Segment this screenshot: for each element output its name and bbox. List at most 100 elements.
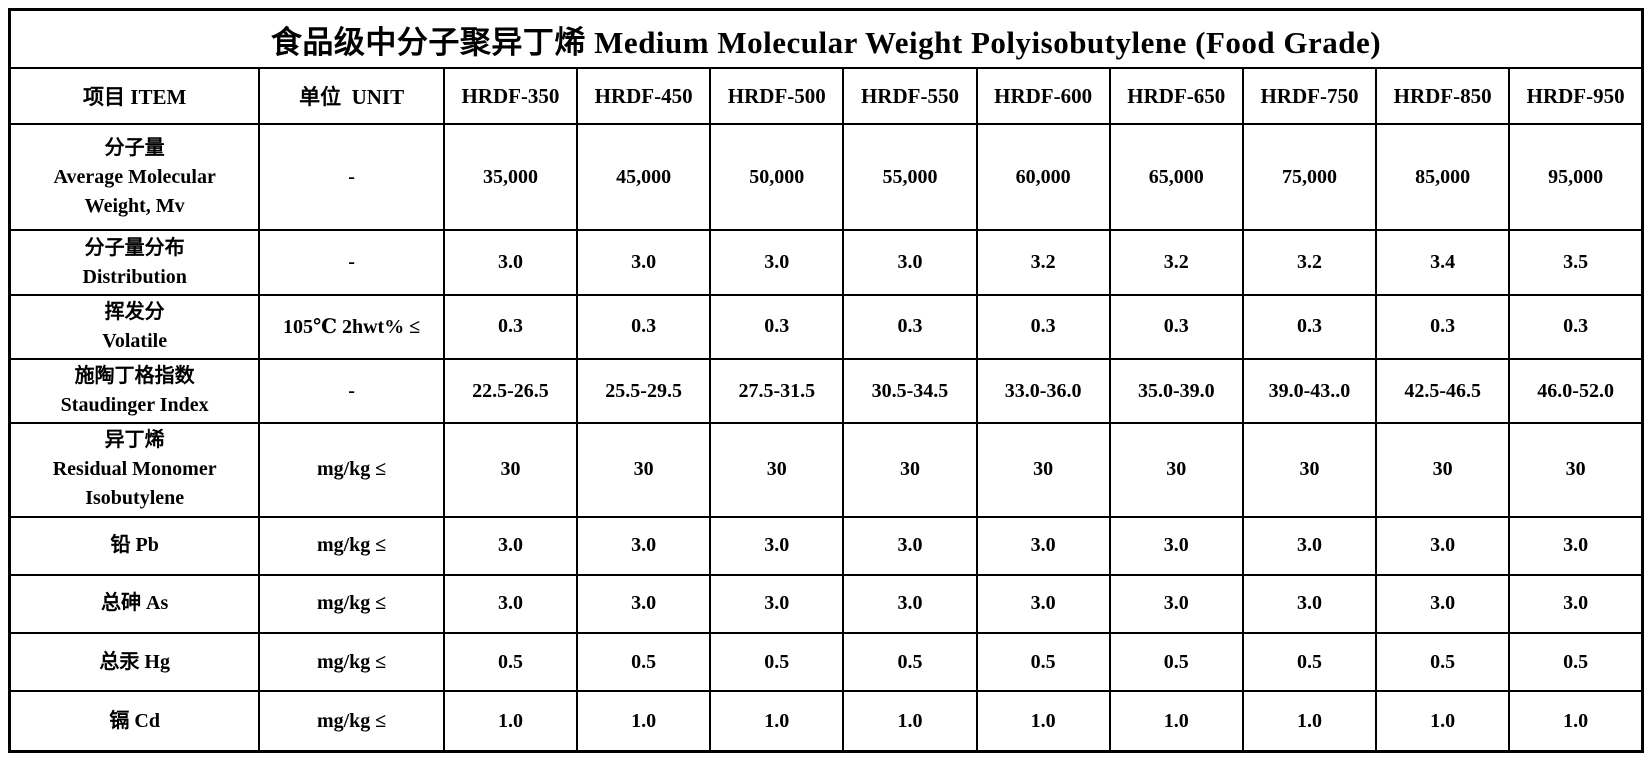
value-cell: 3.0 bbox=[576, 515, 712, 576]
value-cell: 30 bbox=[1375, 422, 1511, 518]
value-cell: 0.5 bbox=[842, 631, 978, 693]
value-cell: 0.5 bbox=[1241, 631, 1378, 693]
item-line: Volatile bbox=[102, 329, 168, 352]
value-cell: 3.0 bbox=[1241, 515, 1378, 576]
value-cell: 3.0 bbox=[842, 573, 978, 634]
value-cell: 3.0 bbox=[1108, 515, 1244, 576]
value-cell: 0.5 bbox=[1508, 631, 1644, 693]
value-cell: 0.3 bbox=[576, 293, 712, 360]
header-grade-cell: HRDF-500 bbox=[709, 67, 845, 125]
value-cell: 3.0 bbox=[1508, 515, 1644, 576]
item-cell: 施陶丁格指数 Staudinger Index bbox=[8, 357, 261, 425]
unit-cell: - bbox=[258, 357, 445, 425]
value-cell: 3.2 bbox=[1108, 229, 1244, 296]
title-row: 食品级中分子聚异丁烯 Medium Molecular Weight Polyi… bbox=[8, 8, 1644, 69]
item-line: 铅 Pb bbox=[110, 534, 159, 557]
unit-cell: mg/kg ≤ bbox=[258, 422, 445, 518]
value-cell: 33.0-36.0 bbox=[975, 357, 1111, 425]
value-cell: 3.0 bbox=[1508, 573, 1644, 634]
header-grade-cell: HRDF-350 bbox=[442, 67, 579, 125]
value-cell: 0.5 bbox=[442, 631, 579, 693]
value-cell: 60,000 bbox=[975, 122, 1111, 232]
item-cell: 铅 Pb bbox=[8, 515, 261, 576]
item-line: Distribution bbox=[82, 265, 187, 288]
value-cell: 3.0 bbox=[442, 573, 579, 634]
table-row: 异丁烯 Residual Monomer Isobutylene mg/kg ≤30 3… bbox=[8, 422, 1644, 518]
value-cell: 85,000 bbox=[1375, 122, 1511, 232]
item-line: 挥发分 bbox=[104, 300, 165, 323]
item-line: Staudinger Index bbox=[60, 394, 209, 417]
value-cell: 0.3 bbox=[709, 293, 845, 360]
item-cell: 分子量 Average Molecular Weight, Mv bbox=[8, 122, 261, 232]
value-cell: 0.3 bbox=[975, 293, 1111, 360]
item-cell: 总砷 As bbox=[8, 573, 261, 634]
item-line: 施陶丁格指数 bbox=[74, 365, 195, 388]
header-grade-cell: HRDF-550 bbox=[842, 67, 978, 125]
value-cell: 3.0 bbox=[1375, 515, 1511, 576]
item-line: Isobutylene bbox=[85, 487, 185, 510]
table-row: 施陶丁格指数 Staudinger Index -22.5-26.5 25.5-29.… bbox=[8, 357, 1644, 425]
value-cell: 3.0 bbox=[576, 573, 712, 634]
value-cell: 3.2 bbox=[975, 229, 1111, 296]
value-cell: 30 bbox=[442, 422, 579, 518]
value-cell: 1.0 bbox=[1241, 690, 1378, 753]
value-cell: 0.5 bbox=[709, 631, 845, 693]
item-cell: 异丁烯 Residual Monomer Isobutylene bbox=[8, 422, 261, 518]
value-cell: 50,000 bbox=[709, 122, 845, 232]
value-cell: 3.0 bbox=[1108, 573, 1244, 634]
value-cell: 3.0 bbox=[1375, 573, 1511, 634]
value-cell: 65,000 bbox=[1108, 122, 1244, 232]
value-cell: 39.0-43..0 bbox=[1241, 357, 1378, 425]
unit-cell: mg/kg ≤ bbox=[258, 631, 445, 693]
value-cell: 1.0 bbox=[709, 690, 845, 753]
value-cell: 3.0 bbox=[576, 229, 712, 296]
value-cell: 0.3 bbox=[842, 293, 978, 360]
value-cell: 1.0 bbox=[442, 690, 579, 753]
value-cell: 46.0-52.0 bbox=[1508, 357, 1644, 425]
value-cell: 25.5-29.5 bbox=[576, 357, 712, 425]
value-cell: 3.0 bbox=[709, 515, 845, 576]
value-cell: 27.5-31.5 bbox=[709, 357, 845, 425]
value-cell: 1.0 bbox=[1508, 690, 1644, 753]
table-row: 挥发分 Volatile 105℃ 2hwt% ≤0.3 0.3 0.3 0.3 0.3 0.… bbox=[8, 293, 1644, 360]
unit-cell: mg/kg ≤ bbox=[258, 515, 445, 576]
item-line: 分子量分布 bbox=[84, 236, 185, 259]
value-cell: 3.0 bbox=[842, 515, 978, 576]
value-cell: 55,000 bbox=[842, 122, 978, 232]
header-row: 项目 ITEM 单位 UNIT HRDF-350 HRDF-450 HRDF-500 HR… bbox=[8, 67, 1644, 125]
header-grade-cell: HRDF-850 bbox=[1375, 67, 1511, 125]
page-title: 食品级中分子聚异丁烯 Medium Molecular Weight Polyi… bbox=[8, 8, 1644, 69]
value-cell: 3.0 bbox=[709, 573, 845, 634]
value-cell: 1.0 bbox=[975, 690, 1111, 753]
unit-cell: - bbox=[258, 122, 445, 232]
value-cell: 0.3 bbox=[1375, 293, 1511, 360]
value-cell: 3.4 bbox=[1375, 229, 1511, 296]
item-cell: 挥发分 Volatile bbox=[8, 293, 261, 360]
value-cell: 0.3 bbox=[1108, 293, 1244, 360]
value-cell: 1.0 bbox=[1108, 690, 1244, 753]
value-cell: 45,000 bbox=[576, 122, 712, 232]
item-cell: 总汞 Hg bbox=[8, 631, 261, 693]
table-row: 分子量分布 Distribution -3.0 3.0 3.0 3.0 3.2 3.2 3.2 3… bbox=[8, 229, 1644, 296]
value-cell: 1.0 bbox=[842, 690, 978, 753]
value-cell: 22.5-26.5 bbox=[442, 357, 579, 425]
unit-cell: mg/kg ≤ bbox=[258, 573, 445, 634]
value-cell: 3.0 bbox=[442, 229, 579, 296]
value-cell: 3.2 bbox=[1241, 229, 1378, 296]
value-cell: 3.0 bbox=[842, 229, 978, 296]
value-cell: 0.3 bbox=[1241, 293, 1378, 360]
table-row: 分子量 Average Molecular Weight, Mv -35,000 45,… bbox=[8, 122, 1644, 232]
header-grade-cell: HRDF-750 bbox=[1241, 67, 1378, 125]
value-cell: 75,000 bbox=[1241, 122, 1378, 232]
header-grade-cell: HRDF-450 bbox=[576, 67, 712, 125]
table-row: 镉 Cd mg/kg ≤1.0 1.0 1.0 1.0 1.0 1.0 1.0 1.0 1.0 bbox=[8, 690, 1644, 753]
value-cell: 0.5 bbox=[975, 631, 1111, 693]
value-cell: 35.0-39.0 bbox=[1108, 357, 1244, 425]
item-line: 总汞 Hg bbox=[99, 650, 170, 673]
value-cell: 0.5 bbox=[1108, 631, 1244, 693]
item-line: Residual Monomer bbox=[52, 458, 217, 481]
value-cell: 42.5-46.5 bbox=[1375, 357, 1511, 425]
item-line: Average Molecular bbox=[53, 165, 216, 188]
item-line: 异丁烯 bbox=[104, 429, 165, 452]
item-line: 分子量 bbox=[104, 136, 165, 159]
